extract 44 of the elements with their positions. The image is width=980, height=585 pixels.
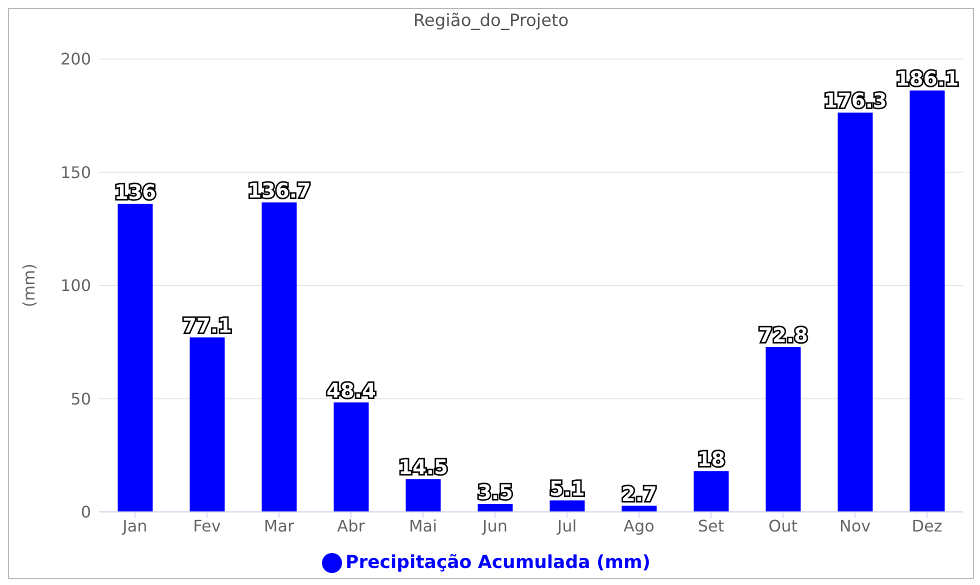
x-tick-label: Jan (122, 516, 148, 536)
x-tick-label: Out (768, 516, 798, 536)
data-label: 136 (114, 180, 156, 204)
bar (478, 504, 513, 512)
bar (334, 402, 369, 512)
x-tick-label: Jul (556, 516, 577, 536)
x-tick-label: Ago (624, 516, 654, 536)
data-label: 3.5 (478, 480, 513, 504)
bar (262, 202, 297, 512)
x-tick-label: Jun (482, 516, 508, 536)
bar (118, 204, 153, 512)
y-tick-label: 200 (60, 50, 91, 69)
data-label: 2.7 (622, 482, 657, 506)
bar (694, 471, 729, 512)
data-label: 14.5 (398, 455, 448, 480)
x-tick-label: Mai (408, 516, 438, 536)
data-label: 176.3 (824, 88, 887, 113)
x-tick-label: Nov (839, 516, 871, 536)
bar (910, 90, 945, 512)
bar (766, 347, 801, 512)
data-label: 18 (697, 447, 726, 472)
y-tick-label: 100 (60, 276, 91, 296)
y-tick-label: 50 (70, 389, 91, 408)
bar (550, 500, 585, 512)
chart-title: Região_do_Projeto (412, 11, 570, 31)
bar (622, 506, 657, 512)
data-label: 77.1 (182, 313, 232, 338)
x-tick-label: Mar (264, 516, 295, 536)
x-tick-label: Fev (193, 516, 221, 536)
bar (190, 337, 225, 512)
x-tick-label: Abr (337, 516, 366, 536)
data-label: 72.8 (758, 323, 808, 348)
y-tick-label: 0 (80, 502, 91, 522)
data-label: 48.4 (326, 378, 376, 402)
data-label: 136.7 (248, 178, 311, 202)
bar (406, 479, 441, 512)
y-axis-title: (mm) (20, 264, 39, 308)
data-label: 186.1 (896, 66, 959, 90)
x-tick-label: Dez (912, 516, 942, 536)
x-tick-label: Set (698, 516, 724, 536)
data-label: 5.1 (550, 476, 585, 500)
y-tick-label: 150 (60, 162, 91, 182)
bar (838, 112, 873, 512)
legend-label: Precipitação Acumulada (mm) (346, 552, 650, 573)
